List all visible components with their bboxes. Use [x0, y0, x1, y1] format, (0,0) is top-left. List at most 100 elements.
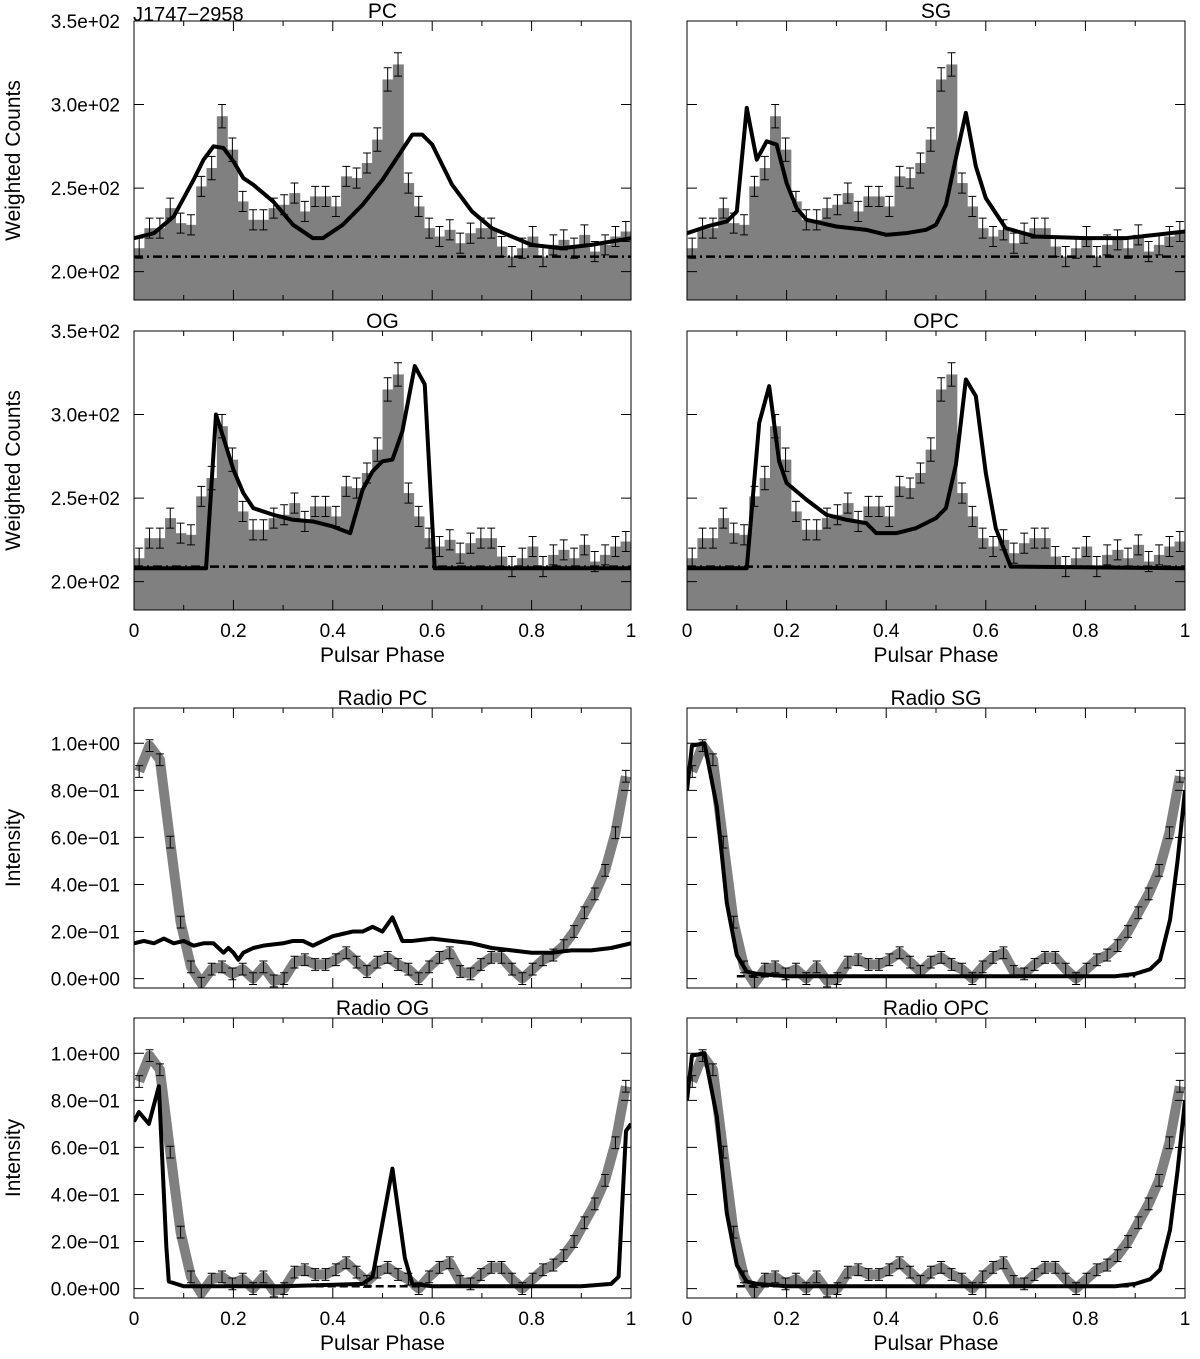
- error-bar: [1113, 1249, 1122, 1263]
- error-bar: [176, 522, 185, 544]
- error-bar: [176, 1225, 185, 1239]
- error-bar: [352, 955, 361, 969]
- histogram-bar: [610, 546, 622, 610]
- error-bar: [445, 946, 454, 960]
- histogram-bar: [216, 426, 228, 610]
- histogram-bar: [247, 529, 259, 610]
- histogram-bar: [185, 224, 197, 300]
- histogram-bar: [821, 518, 833, 610]
- histogram-bar: [1143, 561, 1155, 610]
- error-bar: [549, 234, 558, 256]
- error-bar: [812, 519, 821, 541]
- error-bar: [611, 535, 620, 558]
- histogram-bar: [610, 236, 622, 300]
- histogram-bar: [599, 554, 611, 610]
- histogram-bar: [620, 231, 631, 300]
- histogram-bar: [894, 486, 906, 610]
- error-bar: [968, 195, 977, 217]
- plot-area: [687, 1049, 1185, 1298]
- error-bar: [383, 1261, 392, 1274]
- x-axis-label: Pulsar Phase: [320, 644, 445, 667]
- histogram-bar: [475, 228, 487, 300]
- histogram-bar: [687, 248, 698, 300]
- error-bar: [476, 527, 485, 549]
- x-tick-label: 0.4: [320, 1309, 347, 1330]
- error-bar: [394, 52, 403, 77]
- error-bar: [611, 1136, 620, 1150]
- error-bar: [487, 1261, 496, 1274]
- y-axis-label: Intensity: [2, 808, 25, 887]
- error-bar: [1155, 544, 1164, 566]
- error-bar: [895, 475, 904, 497]
- x-tick-label: 0.4: [873, 621, 900, 642]
- error-bar: [207, 962, 216, 976]
- error-bar: [290, 955, 299, 969]
- histogram-bar: [1039, 228, 1051, 300]
- error-bar: [1030, 1268, 1039, 1281]
- error-bar: [321, 958, 330, 971]
- histogram-bar: [154, 538, 166, 610]
- histogram-bar: [589, 561, 601, 610]
- histogram-bar: [278, 514, 290, 610]
- histogram-bar: [247, 219, 259, 300]
- error-bar: [404, 172, 413, 194]
- y-tick-label: 6.0e−01: [51, 1138, 120, 1159]
- error-bar: [456, 542, 465, 564]
- error-bar: [435, 1261, 444, 1274]
- histogram-bar: [873, 196, 885, 300]
- histogram-bar: [987, 236, 999, 300]
- histogram-bar: [423, 538, 435, 610]
- error-bar: [425, 1270, 434, 1284]
- histogram-bar: [548, 554, 560, 610]
- panel-gamma-opc: 0 0.2 0.4 0.6 0.8 1 OPC Pulsar Phase: [682, 310, 1191, 667]
- error-bar: [570, 925, 579, 938]
- error-bar: [176, 915, 185, 929]
- error-bar: [926, 437, 935, 462]
- plot-area: [687, 52, 1185, 300]
- error-bar: [1144, 1197, 1153, 1211]
- histogram-bar: [718, 208, 730, 300]
- histogram-bar: [780, 459, 792, 610]
- error-bar: [145, 739, 154, 753]
- error-bar: [207, 155, 216, 181]
- error-bar: [456, 232, 465, 254]
- error-bar: [280, 972, 289, 985]
- y-axis-label: Weighted Counts: [2, 390, 25, 551]
- x-tick-label: 1: [626, 621, 637, 642]
- error-bar: [989, 225, 998, 248]
- histogram-bar: [548, 244, 560, 300]
- error-bar: [155, 527, 164, 549]
- x-tick-label: 1: [1180, 1309, 1191, 1330]
- error-bar: [466, 967, 475, 981]
- error-bar: [1134, 1216, 1143, 1230]
- histogram-bar: [977, 538, 989, 610]
- histogram-bar: [790, 201, 802, 300]
- error-bar: [373, 955, 382, 969]
- error-bar: [466, 222, 475, 244]
- error-bar: [1092, 953, 1101, 967]
- error-bar: [740, 214, 749, 236]
- panel-gamma-og: 2.0e+02 2.5e+02 3.0e+02 3.5e+02 0 0.2 0.4 0.6 0.…: [2, 310, 636, 667]
- histogram-bar: [382, 79, 394, 300]
- error-bar: [947, 1268, 956, 1281]
- error-bar: [414, 972, 423, 985]
- error-bar: [760, 155, 769, 181]
- histogram-bar: [144, 538, 156, 610]
- radio-profile-line: [134, 1050, 631, 1298]
- error-bar: [1113, 539, 1122, 561]
- error-bar: [750, 175, 759, 197]
- x-tick-label: 0.2: [220, 621, 246, 642]
- histogram-bar: [1164, 546, 1176, 610]
- model-curve: [687, 1051, 1185, 1289]
- histogram-bar: [967, 206, 979, 300]
- error-bar: [425, 217, 434, 239]
- error-bar: [186, 960, 195, 974]
- error-bar: [176, 212, 185, 234]
- histogram-bar: [811, 219, 823, 300]
- x-tick-label: 0: [129, 621, 140, 642]
- error-bar: [864, 958, 873, 971]
- y-tick-label: 4.0e−01: [51, 875, 120, 896]
- error-bar: [394, 362, 403, 387]
- histogram-bar: [475, 538, 487, 610]
- error-bar: [771, 960, 780, 974]
